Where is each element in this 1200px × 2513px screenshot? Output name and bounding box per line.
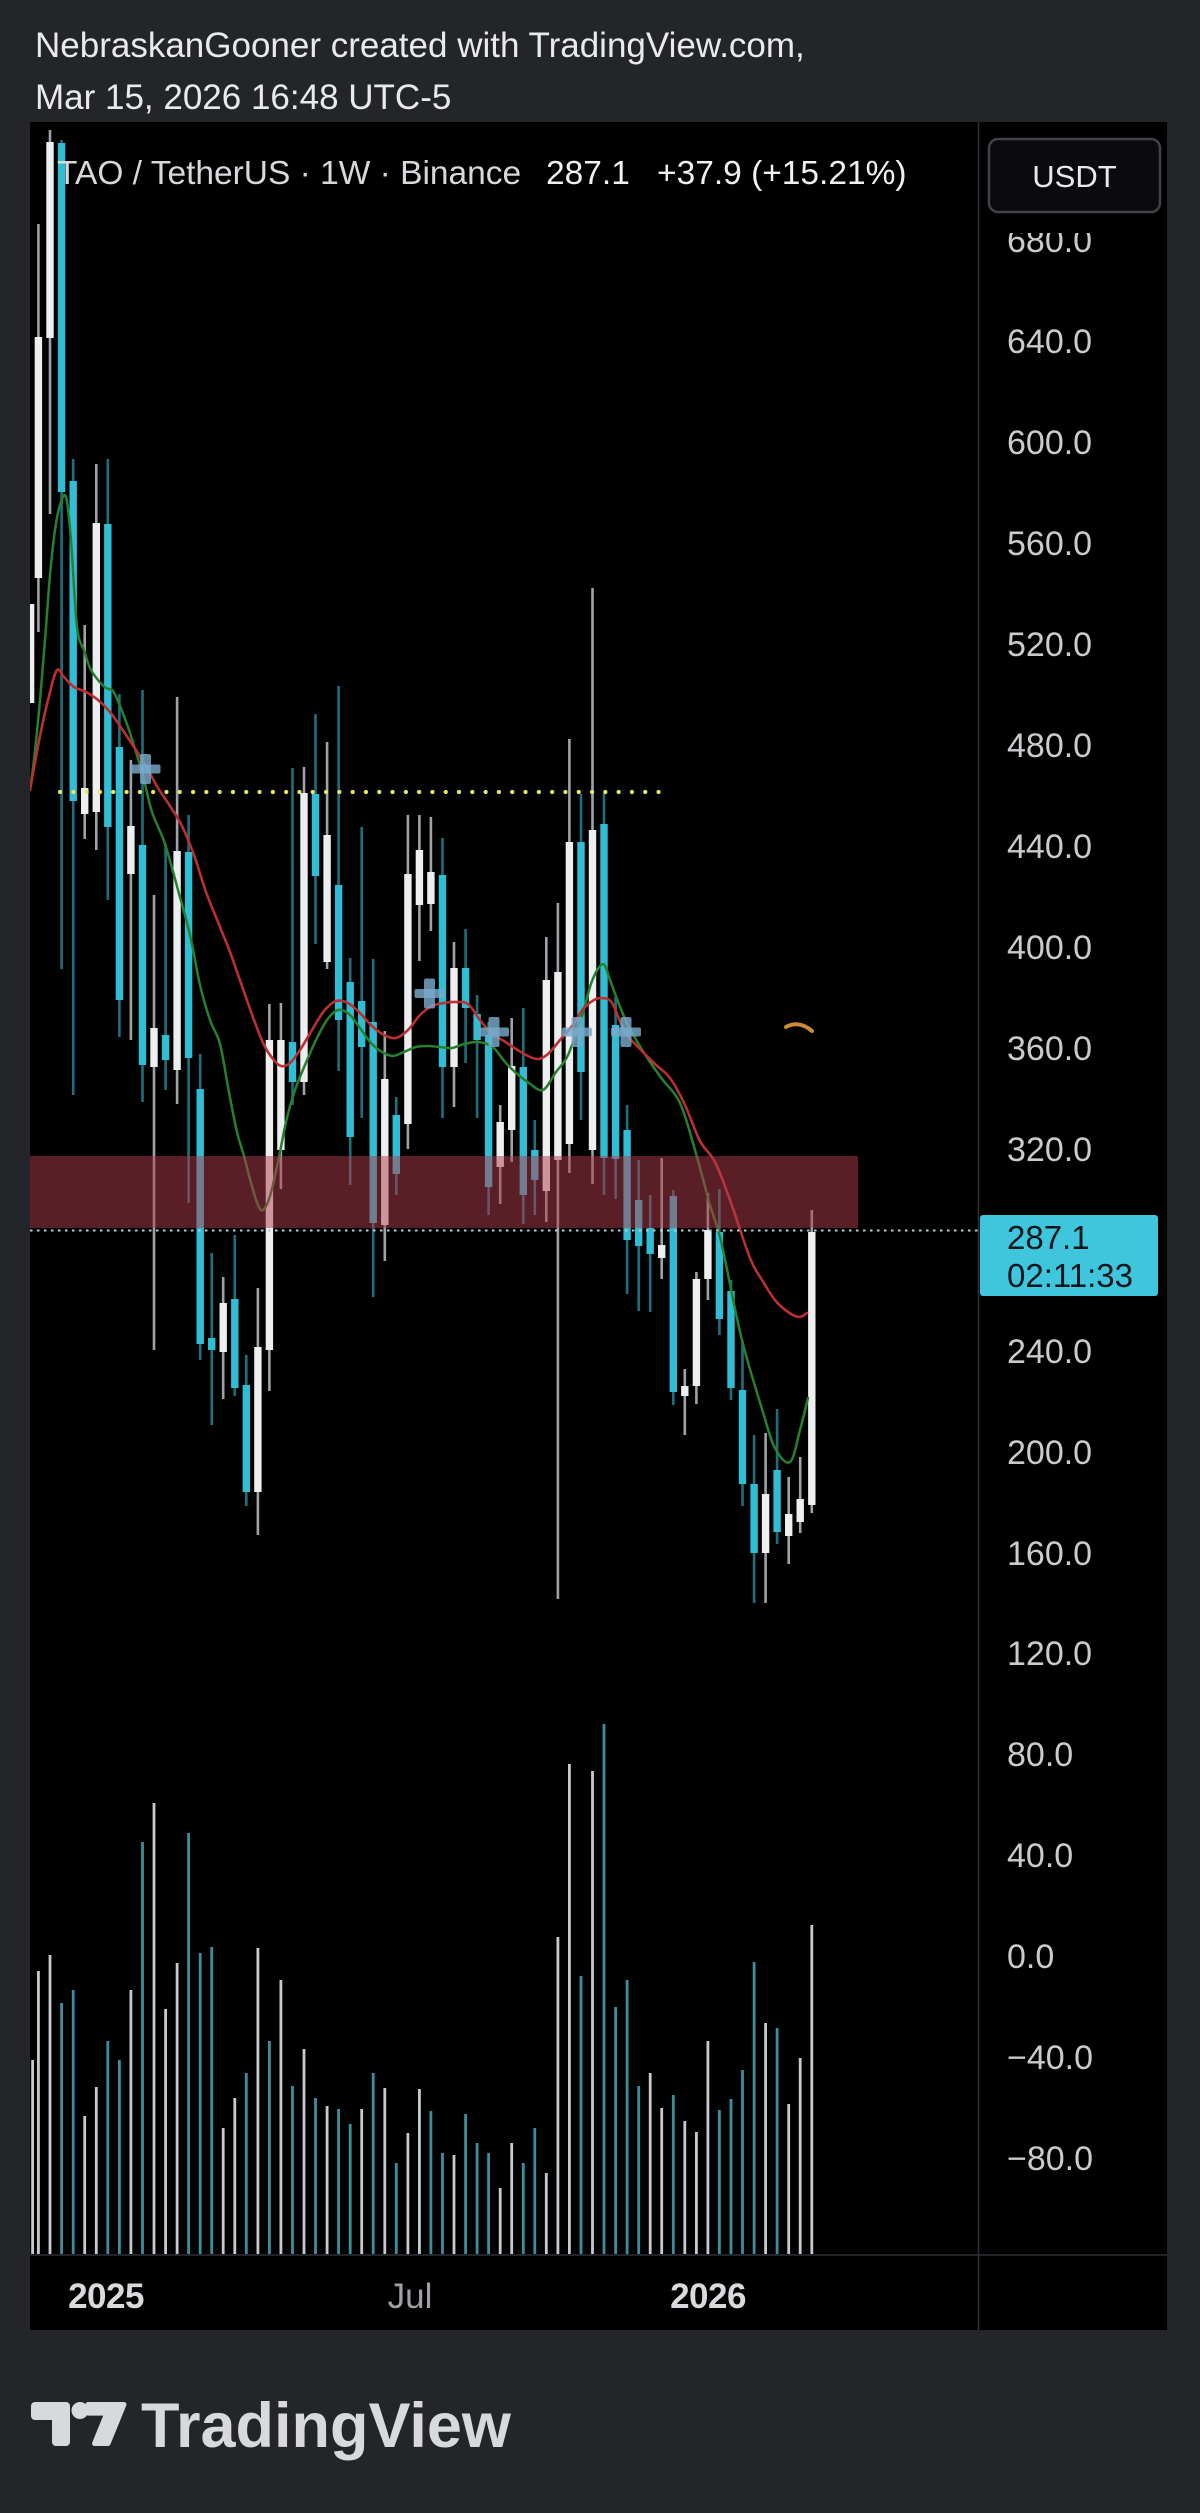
svg-text:287.1: 287.1 [546,155,630,192]
svg-text:160.0: 160.0 [1007,1535,1092,1573]
svg-text:−80.0: −80.0 [1007,2140,1093,2178]
svg-text:480.0: 480.0 [1007,727,1092,765]
svg-text:NebraskanGooner created with T: NebraskanGooner created with TradingView… [35,26,805,65]
svg-text:240.0: 240.0 [1007,1333,1092,1371]
svg-text:320.0: 320.0 [1007,1131,1092,1169]
svg-text:40.0: 40.0 [1007,1837,1073,1875]
svg-text:Jul: Jul [388,2277,433,2316]
svg-text:600.0: 600.0 [1007,424,1092,462]
svg-text:287.1: 287.1 [1007,1219,1090,1256]
svg-text:TradingView: TradingView [141,2391,512,2461]
svg-text:200.0: 200.0 [1007,1434,1092,1472]
svg-text:400.0: 400.0 [1007,929,1092,967]
svg-text:Mar 15, 2026 16:48 UTC-5: Mar 15, 2026 16:48 UTC-5 [35,78,451,117]
svg-text:02:11:33: 02:11:33 [1007,1257,1133,1294]
svg-text:640.0: 640.0 [1007,323,1092,361]
svg-text:USDT: USDT [1032,159,1116,194]
svg-text:120.0: 120.0 [1007,1635,1092,1673]
svg-text:+37.9 (+15.21%): +37.9 (+15.21%) [657,155,907,192]
svg-text:560.0: 560.0 [1007,525,1092,563]
svg-text:360.0: 360.0 [1007,1030,1092,1068]
svg-text:−40.0: −40.0 [1007,2039,1093,2077]
svg-text:2026: 2026 [670,2277,746,2316]
svg-text:520.0: 520.0 [1007,626,1092,664]
svg-text:TAO / TetherUS · 1W · Binance: TAO / TetherUS · 1W · Binance [57,155,521,192]
svg-text:0.0: 0.0 [1007,1938,1054,1976]
svg-text:2025: 2025 [68,2277,144,2316]
svg-text:80.0: 80.0 [1007,1736,1073,1774]
svg-text:440.0: 440.0 [1007,828,1092,866]
